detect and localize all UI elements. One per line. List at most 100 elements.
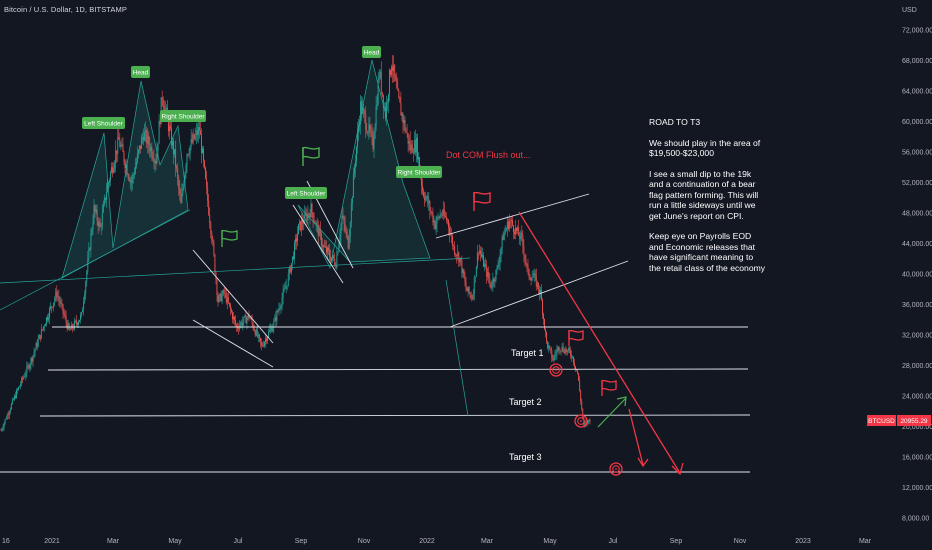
candle-body	[58, 296, 60, 300]
candle-body	[322, 245, 324, 247]
candle-body	[2, 427, 4, 430]
candle-body	[259, 337, 261, 343]
candle-body	[221, 294, 223, 302]
candle-body	[565, 349, 567, 353]
candle-body	[388, 94, 389, 103]
y-unit-label: USD	[902, 7, 917, 14]
candle-body	[162, 99, 164, 107]
candle-body	[51, 306, 53, 308]
hs-2-drop-line	[445, 279, 469, 417]
candle-body	[378, 76, 380, 80]
candle-body	[451, 234, 452, 237]
candle-body	[238, 328, 240, 330]
candle-body	[471, 297, 473, 299]
candle-body	[523, 245, 525, 256]
green-flag-icon	[302, 146, 320, 166]
candle-body	[35, 343, 37, 350]
candle-body	[83, 301, 85, 310]
bear-flag-upper	[435, 193, 590, 239]
candle-body	[402, 113, 404, 123]
price-axis[interactable]	[866, 0, 932, 550]
candle-body	[377, 79, 379, 105]
candle-body	[371, 131, 373, 135]
candle-body	[460, 257, 462, 261]
candle-body	[551, 350, 553, 359]
candle-body	[198, 127, 200, 131]
candle-body	[197, 127, 199, 136]
candle-body	[291, 256, 293, 264]
candle-body	[156, 150, 158, 164]
candle-body	[172, 141, 173, 146]
candle-body	[560, 350, 562, 352]
candle-body	[151, 147, 153, 157]
candle-body	[122, 144, 124, 152]
candle-body	[589, 419, 591, 422]
candle-body	[346, 232, 348, 236]
y-tick-label: 44,000.00	[902, 241, 932, 248]
candle-body	[312, 212, 314, 221]
candle-body	[521, 232, 523, 236]
candle-body	[28, 365, 30, 369]
candle-body	[186, 154, 188, 166]
candle-body	[181, 192, 183, 203]
candle-body	[180, 193, 182, 203]
plot-area[interactable]	[0, 0, 866, 532]
candle-body	[261, 344, 263, 346]
candle-body	[116, 150, 118, 154]
candle-body	[374, 126, 376, 139]
candle-body	[22, 378, 24, 379]
candle-body	[299, 221, 301, 224]
x-tick-label: Jul	[609, 538, 618, 545]
target-icon	[574, 414, 588, 428]
y-tick-label: 8,000.00	[902, 516, 929, 523]
flag-2-lower	[292, 204, 344, 284]
x-tick-label: Nov	[734, 538, 747, 545]
downtrend-line	[518, 211, 681, 474]
candle-body	[558, 346, 560, 351]
candle-body	[72, 328, 74, 329]
candle-body	[397, 87, 399, 91]
candle-body	[320, 233, 322, 246]
symbol-header[interactable]: Bitcoin / U.S. Dollar, 1D, BITSTAMP	[4, 5, 127, 14]
candle-body	[524, 255, 526, 260]
candle-body	[219, 293, 221, 296]
candle-body	[509, 220, 511, 222]
candle-body	[91, 229, 93, 234]
candle-body	[87, 258, 89, 272]
candle-body	[282, 290, 284, 299]
candle-body	[201, 134, 202, 154]
candle-body	[111, 167, 113, 173]
candle-body	[498, 262, 500, 266]
target-2-label: Target 2	[509, 397, 542, 407]
candle-body	[443, 209, 445, 216]
candle-body	[534, 273, 536, 276]
candle-body	[115, 150, 117, 164]
candle-body	[67, 323, 69, 329]
candle-body	[549, 345, 551, 348]
candle-body	[459, 257, 461, 263]
candle-body	[206, 178, 208, 187]
candle-body	[119, 139, 121, 147]
candle-body	[61, 303, 63, 305]
candle-body	[230, 309, 232, 313]
candle-body	[434, 220, 436, 229]
candle-body	[167, 117, 169, 132]
time-axis[interactable]	[0, 532, 932, 550]
candle-body	[353, 167, 355, 174]
candle-body	[244, 315, 246, 317]
candle-body	[218, 295, 220, 303]
candle-body	[101, 212, 103, 227]
candle-body	[469, 292, 471, 295]
candle-body	[90, 233, 92, 250]
candle-body	[478, 250, 480, 253]
candle-body	[187, 154, 189, 155]
candle-body	[366, 129, 368, 133]
candle-body	[445, 216, 447, 221]
candle-body	[105, 192, 107, 200]
candlestick-series	[0, 55, 591, 433]
candle-body	[179, 188, 181, 194]
candle-body	[342, 215, 344, 218]
candle-body	[63, 312, 65, 315]
y-tick-label: 64,000.00	[902, 89, 932, 96]
